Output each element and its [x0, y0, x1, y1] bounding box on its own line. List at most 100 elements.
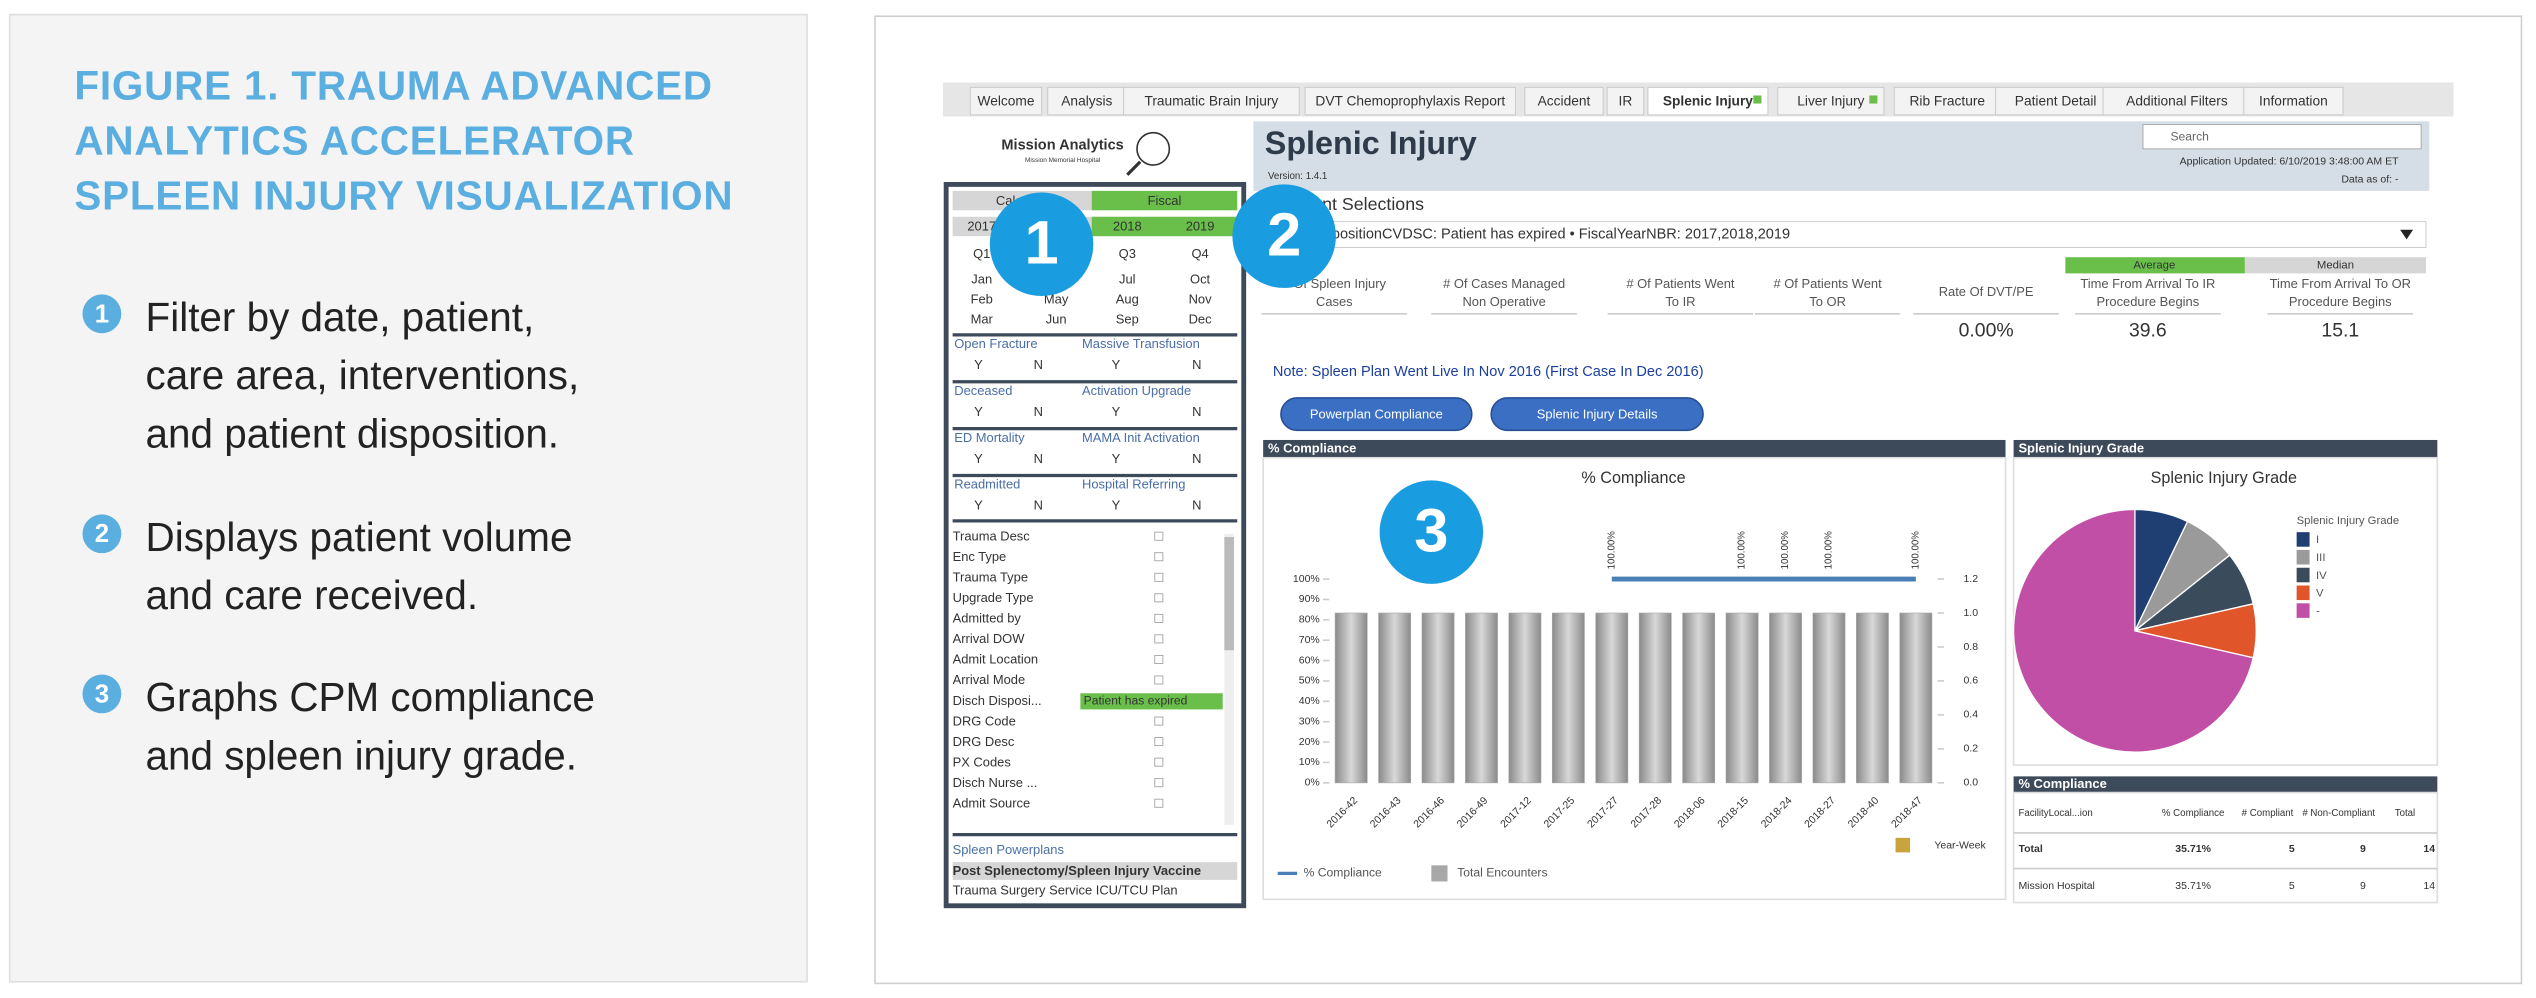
table-cell: 35.71%: [2175, 880, 2211, 892]
tab-flag: [1869, 95, 1878, 104]
bar: [1551, 612, 1585, 784]
item-text: and patient disposition.: [146, 410, 560, 456]
table-panel: [2012, 791, 2439, 904]
bar: [1465, 612, 1498, 784]
filter-label: ED Mortality: [954, 430, 1025, 445]
tab: [1647, 86, 1769, 116]
table-header: Total: [2395, 808, 2415, 819]
value-label: 100.00%: [1780, 531, 1791, 570]
filter-option: Y: [974, 498, 983, 513]
bar: [1856, 612, 1889, 784]
panel-header: [2013, 776, 2438, 793]
table-cell: 14: [2423, 843, 2435, 855]
filter-option: Y: [974, 404, 983, 419]
field-box: [1154, 613, 1164, 623]
powerplans-title: Spleen Powerplans: [953, 842, 1064, 857]
callout: [989, 192, 1094, 297]
legend-label: IV: [2316, 570, 2327, 582]
value-label: 100.00%: [1606, 531, 1617, 570]
table-cell: 5: [2289, 843, 2295, 855]
filter-label: Massive Transfusion: [1082, 336, 1200, 351]
x-axis-label: Year-Week: [1934, 840, 1986, 852]
tab-label: Patient Detail: [2015, 94, 2097, 109]
dropdown-arrow: [2400, 229, 2414, 240]
kpi-label: Time From Arrival To OR: [2270, 276, 2411, 291]
y2-tick-label: 1.0: [1963, 607, 1978, 619]
chart-panel: [1262, 456, 2007, 901]
field-box: [1154, 757, 1164, 767]
year: 2018: [1113, 219, 1142, 234]
month: Oct: [1190, 271, 1211, 286]
filter-label: Hospital Referring: [1082, 477, 1185, 492]
item-number: 3: [95, 680, 109, 708]
tab: [1777, 86, 1885, 116]
month: Aug: [1116, 291, 1139, 306]
kpi-label: Time From Arrival To IR: [2080, 276, 2215, 291]
item-text: and spleen injury grade.: [146, 732, 577, 778]
bar: [1595, 612, 1629, 784]
y-tick-label: 70%: [1299, 634, 1320, 646]
export-icon: [1895, 837, 1911, 853]
logo-mark: [1136, 131, 1171, 166]
filter-option: Y: [1112, 451, 1121, 466]
logo-mark: [1126, 160, 1142, 176]
month: Jan: [971, 271, 992, 286]
updated: Application Updated: 6/10/2019 3:48:00 A…: [2180, 156, 2399, 168]
tab-label: Information: [2259, 94, 2328, 109]
chart-title: Splenic Injury Grade: [2151, 469, 2297, 487]
tab-label: Analysis: [1061, 94, 1112, 109]
value-label: 100.00%: [1910, 531, 1921, 570]
y-tick-label: 40%: [1299, 695, 1320, 707]
month: Nov: [1189, 291, 1213, 306]
sidebar: [943, 181, 1247, 909]
tab-label: Accident: [1538, 94, 1591, 109]
filter-label: MAMA Init Activation: [1082, 430, 1200, 445]
year-sel: [1091, 216, 1238, 237]
y-tick-label: 100%: [1293, 573, 1320, 585]
bar: [1334, 612, 1368, 784]
kpi-value: 39.6: [2129, 320, 2167, 342]
item-text: care area, interventions,: [146, 352, 580, 398]
legend-key: [2296, 532, 2310, 547]
button: [1280, 397, 1473, 432]
month: Dec: [1189, 312, 1213, 327]
month: Feb: [971, 291, 993, 306]
quarter: Q3: [1119, 246, 1136, 261]
scroll-thumb: [1224, 537, 1235, 651]
field-label: Arrival Mode: [953, 672, 1026, 687]
item-text: Graphs CPM compliance: [146, 674, 595, 720]
kpi-label: # Of Cases Managed: [1443, 276, 1565, 291]
figure-title: FIGURE 1. TRAUMA ADVANCED: [74, 63, 713, 109]
field-label: Upgrade Type: [953, 590, 1034, 605]
field-box: [1154, 531, 1164, 541]
kpi-value: 15.1: [2321, 320, 2359, 342]
table-cell: Total: [2018, 843, 2042, 855]
kpi-label: Rate Of DVT/PE: [1939, 284, 2034, 299]
filter-option: Y: [974, 357, 983, 372]
tab-label: Splenic Injury: [1663, 94, 1753, 109]
kpi-label: Cases: [1316, 294, 1353, 309]
filter-option: N: [1192, 451, 1201, 466]
field-label: Admit Source: [953, 795, 1031, 810]
year: 2017: [967, 219, 996, 234]
y2-tick-label: 0.6: [1963, 675, 1978, 687]
field-box: [1154, 737, 1164, 747]
tab-label: DVT Chemoprophylaxis Report: [1315, 94, 1505, 109]
scrollbar: [1224, 533, 1235, 825]
quarter: Q4: [1191, 246, 1208, 261]
field-label: Arrival DOW: [953, 631, 1026, 646]
item-number: 1: [95, 300, 109, 328]
kpi-label: # Of Patients Went: [1626, 276, 1735, 291]
table-header: % Compliance: [2162, 808, 2224, 819]
field-label: DRG Desc: [953, 734, 1015, 749]
tab: [1606, 86, 1645, 116]
tab-label: Traumatic Brain Injury: [1144, 94, 1278, 109]
quarter: Q1: [973, 246, 990, 261]
tab: [1995, 86, 2117, 116]
bar: [1769, 612, 1802, 784]
button-label: Splenic Injury Details: [1537, 406, 1658, 421]
month: Mar: [971, 312, 994, 327]
item-badge: [82, 514, 122, 554]
